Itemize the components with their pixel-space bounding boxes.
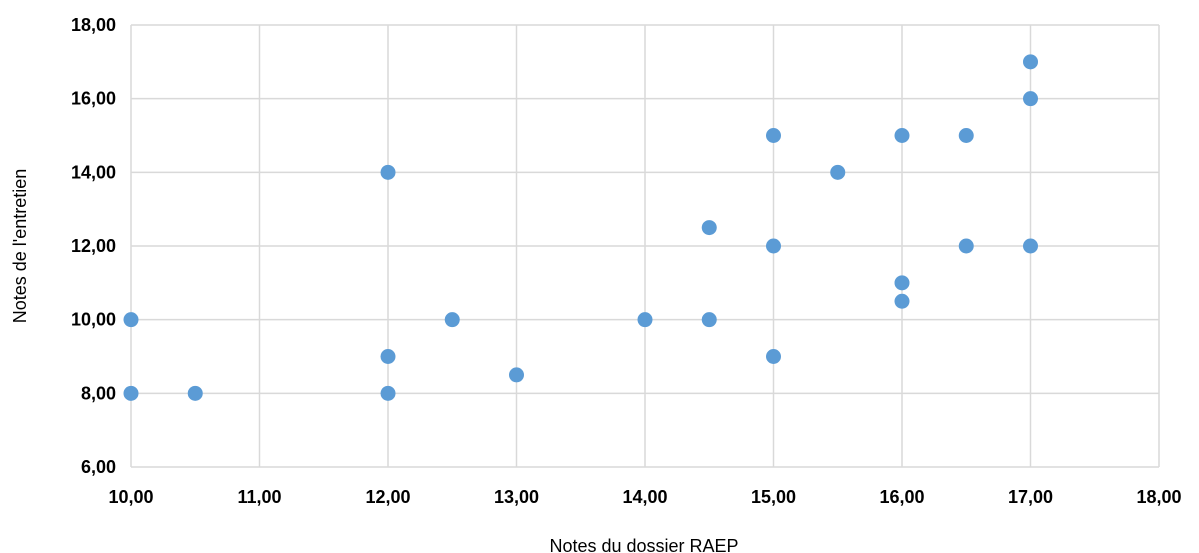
y-tick-label: 18,00 <box>71 15 116 35</box>
data-point <box>509 367 524 383</box>
data-point <box>766 238 781 254</box>
x-tick-labels: 10,00 11,00 12,00 13,00 14,00 15,00 16,00 17,00… <box>108 487 1181 507</box>
x-tick-label: 16,00 <box>879 487 924 507</box>
data-point <box>637 312 653 328</box>
y-tick-label: 14,00 <box>71 162 116 182</box>
y-tick-label: 6,00 <box>81 457 116 477</box>
y-tick-label: 16,00 <box>71 89 116 109</box>
x-tick-label: 14,00 <box>622 487 667 507</box>
data-point <box>380 164 396 180</box>
data-points <box>123 54 1038 401</box>
x-tick-label: 18,00 <box>1136 487 1181 507</box>
data-point <box>701 312 717 328</box>
data-point <box>830 164 846 180</box>
x-tick-label: 11,00 <box>237 487 281 507</box>
data-point <box>1023 238 1038 254</box>
x-tick-label: 13,00 <box>494 487 539 507</box>
y-tick-labels: 6,00 8,00 10,00 12,00 14,00 16,00 18,00 <box>71 15 116 477</box>
data-point <box>701 220 717 236</box>
y-tick-label: 10,00 <box>71 310 116 330</box>
data-point <box>380 385 396 401</box>
data-point <box>766 128 781 143</box>
data-point <box>958 238 974 254</box>
x-tick-label: 12,00 <box>365 487 410 507</box>
data-point <box>187 385 203 401</box>
data-point <box>123 312 139 328</box>
x-axis-title: Notes du dossier RAEP <box>549 536 738 553</box>
y-axis-title: Notes de l'entretien <box>10 169 30 324</box>
data-point <box>894 128 910 143</box>
x-tick-label: 15,00 <box>751 487 796 507</box>
data-point <box>123 385 139 401</box>
x-tick-label: 10,00 <box>108 487 153 507</box>
data-point <box>380 349 396 364</box>
grid <box>130 24 1160 468</box>
data-point <box>1023 54 1038 70</box>
data-point <box>766 349 781 364</box>
y-tick-label: 8,00 <box>81 383 116 403</box>
data-point <box>444 312 460 328</box>
data-point <box>1023 91 1038 107</box>
x-tick-label: 17,00 <box>1008 487 1053 507</box>
data-point <box>894 275 910 291</box>
data-point <box>958 128 974 143</box>
y-tick-label: 12,00 <box>71 236 116 256</box>
data-point <box>894 293 910 309</box>
